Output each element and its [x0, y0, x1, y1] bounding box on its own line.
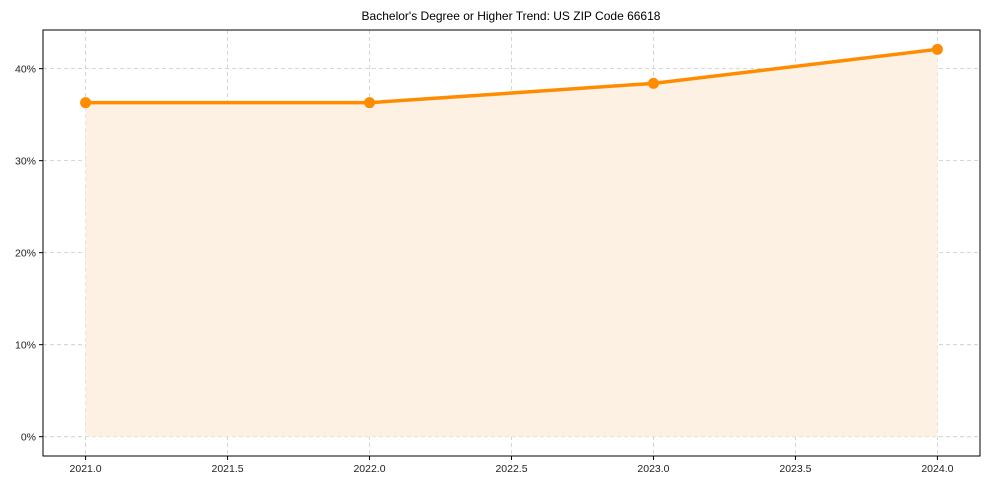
x-axis: 2021.0 2021.5 2022.0 2022.5 2023.0 2023.5 2024…: [70, 456, 954, 475]
y-tick-label: 20%: [15, 248, 36, 260]
data-series: [80, 43, 943, 109]
chart-title: Bachelor's Degree or Higher Trend: US ZI…: [362, 9, 661, 23]
x-tick-label: 2022.5: [495, 463, 527, 475]
data-point: [364, 97, 376, 109]
x-tick-label: 2024.0: [921, 463, 953, 475]
y-tick-label: 40%: [15, 64, 36, 76]
data-point: [647, 77, 659, 89]
y-tick-label: 30%: [15, 156, 36, 168]
y-tick-label: 10%: [15, 340, 36, 352]
series-line: [85, 47, 938, 105]
y-tick-label: 0%: [21, 432, 36, 444]
data-point: [80, 97, 92, 109]
area-fill: [85, 49, 938, 437]
x-tick-label: 2023.5: [779, 463, 811, 475]
y-axis: 0% 10% 20% 30% 40%: [15, 64, 43, 444]
x-tick-label: 2021.5: [211, 463, 243, 475]
data-point: [931, 43, 943, 55]
x-tick-label: 2021.0: [70, 463, 102, 475]
series-area: [85, 49, 938, 437]
x-tick-label: 2023.0: [637, 463, 669, 475]
x-tick-label: 2022.0: [353, 463, 385, 475]
